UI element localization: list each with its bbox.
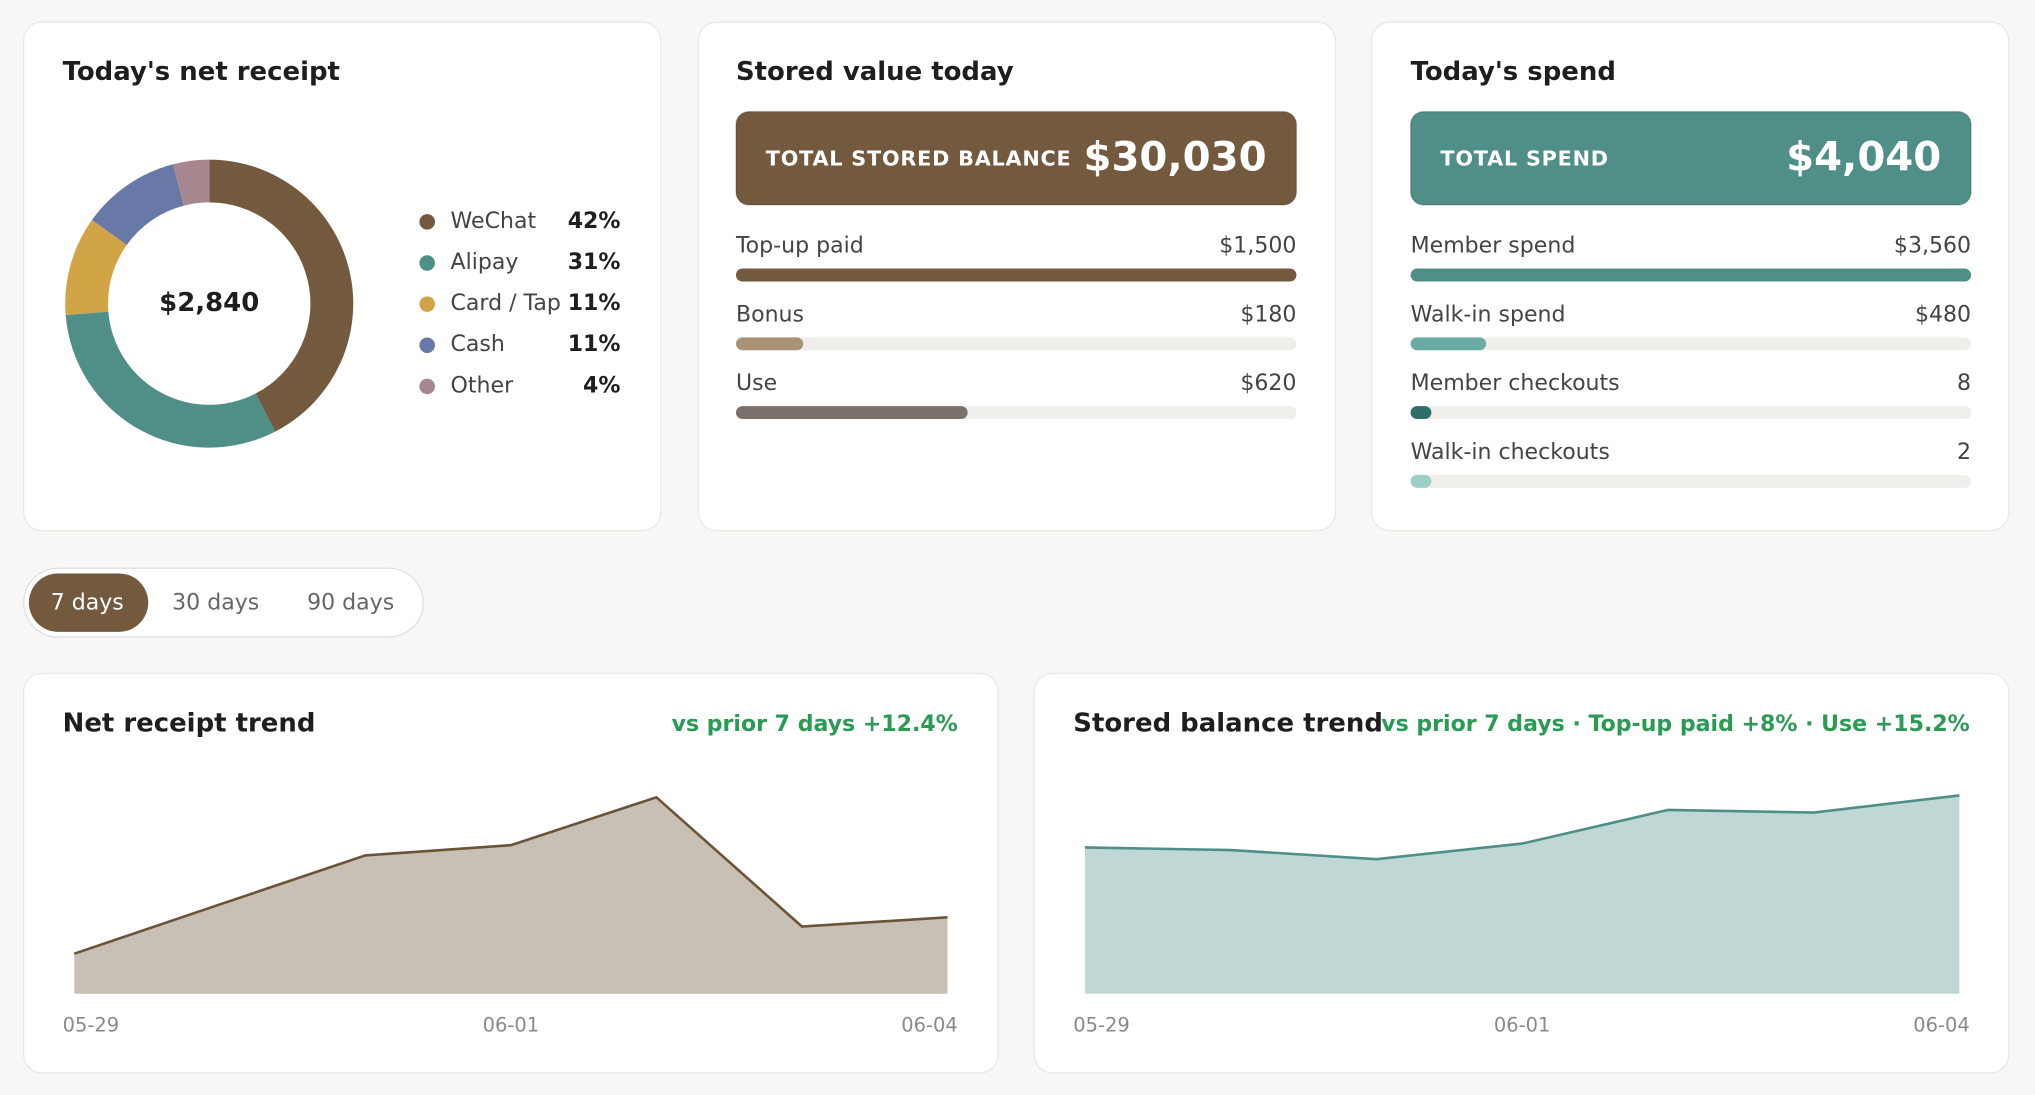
legend-label: WeChat <box>451 209 537 234</box>
bar <box>1410 268 1972 282</box>
row-label: Use <box>736 371 777 396</box>
card-title: Stored value today <box>736 57 1014 87</box>
bar <box>735 406 968 420</box>
donut-slice <box>209 159 354 432</box>
total-label: TOTAL SPEND <box>1440 147 1608 171</box>
total-label: TOTAL STORED BALANCE <box>766 147 1072 171</box>
card-title: Stored balance trend <box>1073 708 1383 738</box>
row-value: 2 <box>1957 440 1971 465</box>
row-value: $3,560 <box>1894 234 1971 259</box>
legend-dot <box>419 296 435 312</box>
row-label: Bonus <box>736 302 804 327</box>
row-label: Top-up paid <box>735 234 864 259</box>
legend-label: Alipay <box>451 250 519 275</box>
x-tick-label: 06-04 <box>901 1014 958 1037</box>
bar-track <box>735 337 1297 351</box>
legend-value: 31% <box>568 250 621 275</box>
area-fill <box>74 797 948 994</box>
tab[interactable]: 90 days <box>307 590 394 615</box>
total-banner <box>1409 110 1972 206</box>
legend-label: Other <box>451 373 515 398</box>
card-title: Today's spend <box>1411 57 1616 87</box>
legend-dot <box>419 337 435 354</box>
row-label: Walk-in spend <box>1411 302 1566 327</box>
area-fill <box>1084 795 1960 994</box>
row-label: Walk-in checkouts <box>1411 440 1610 465</box>
x-tick-label: 06-04 <box>1913 1014 1970 1037</box>
legend-label: Cash <box>451 332 505 357</box>
legend-value: 11% <box>568 291 621 316</box>
card-title: Net receipt trend <box>63 708 316 738</box>
donut-slice <box>91 164 184 245</box>
total-value: $30,030 <box>1083 135 1266 181</box>
tab[interactable]: 7 days <box>51 590 124 615</box>
bar <box>735 268 1297 282</box>
bar-track <box>1410 337 1972 351</box>
donut-slice <box>173 159 210 206</box>
bar-track <box>1410 474 1972 488</box>
x-tick-label: 05-29 <box>1073 1014 1130 1037</box>
bar <box>735 337 804 351</box>
bar <box>1410 337 1487 351</box>
line <box>73 795 948 955</box>
x-tick-label: 06-01 <box>1494 1014 1551 1037</box>
legend-value: 11% <box>568 332 621 357</box>
row-value: $1,500 <box>1219 234 1296 259</box>
legend-label: Card / Tap <box>451 291 561 316</box>
row-label: Member checkouts <box>1411 371 1620 396</box>
subtitle: vs prior 7 days · Top-up paid +8% · Use … <box>1381 712 1970 737</box>
x-tick-label: 06-01 <box>483 1014 540 1037</box>
line <box>1084 794 1960 861</box>
row-value: $180 <box>1240 302 1296 327</box>
donut-total: $2,840 <box>159 288 259 318</box>
x-tick-label: 05-29 <box>63 1014 120 1037</box>
subtitle: vs prior 7 days +12.4% <box>672 712 958 737</box>
donut-slice <box>65 311 276 448</box>
total-banner <box>735 110 1298 206</box>
row-value: $480 <box>1915 302 1971 327</box>
donut-slice <box>65 220 127 316</box>
total-value: $4,040 <box>1786 135 1941 181</box>
row-label: Member spend <box>1411 234 1576 259</box>
bar-track <box>1410 406 1972 420</box>
bar <box>1410 474 1432 488</box>
tab-active[interactable] <box>28 573 149 632</box>
tab[interactable]: 30 days <box>172 590 259 615</box>
row-value: 8 <box>1957 371 1971 396</box>
legend-dot <box>419 255 435 271</box>
legend-value: 42% <box>568 209 621 234</box>
bar <box>1410 406 1432 420</box>
row-value: $620 <box>1240 371 1296 396</box>
legend-value: 4% <box>583 373 620 398</box>
legend-dot <box>419 378 435 395</box>
card-title: Today's net receipt <box>63 57 340 87</box>
legend-dot <box>419 214 435 230</box>
